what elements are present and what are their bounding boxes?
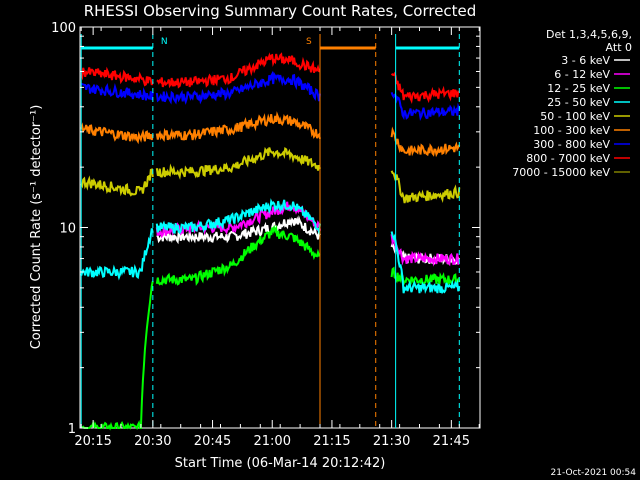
y-axis-label: Corrected Count Rate (s⁻¹ detector⁻¹): [29, 105, 44, 350]
x-tick-label: 21:15: [313, 434, 350, 449]
series-line-5: [80, 111, 461, 158]
annotation-label: S: [306, 37, 312, 47]
series-line-7: [80, 52, 460, 104]
legend-entry-label: 6 - 12 keV: [554, 68, 610, 81]
x-tick-label: 20:15: [74, 434, 111, 449]
x-tick-label: 21:30: [373, 434, 410, 449]
x-tick-label: 20:30: [134, 434, 171, 449]
legend-entry-label: 100 - 300 keV: [533, 124, 610, 137]
x-tick-label: 21:00: [254, 434, 291, 449]
y-tick-label: 10: [59, 222, 76, 237]
legend-header: Det 1,3,4,5,6,9,: [546, 28, 632, 41]
axes: 1 10 100 20:15 20:30 20:45 21:00 21:15 21:30 21:4…: [51, 21, 480, 449]
series-line-6: [81, 70, 461, 121]
x-tick-label: 20:45: [194, 434, 231, 449]
y-tick-label: 100: [51, 21, 76, 36]
chart-title: RHESSI Observing Summary Count Rates, Co…: [84, 2, 477, 20]
legend-entry-label: 12 - 25 keV: [547, 82, 610, 95]
annotation-label: N: [161, 37, 168, 47]
x-tick-label: 21:45: [433, 434, 470, 449]
x-axis-label: Start Time (06-Mar-14 20:12:42): [175, 456, 386, 471]
legend-entry-label: 50 - 100 keV: [540, 110, 610, 123]
series-line-3: [80, 198, 461, 295]
y-tick-label: 1: [68, 422, 76, 437]
legend-header: Att 0: [606, 41, 632, 54]
legend-entry-label: 7000 - 15000 keV: [512, 166, 610, 179]
timestamp: 21-Oct-2021 00:54: [551, 468, 637, 478]
legend-entry-label: 25 - 50 keV: [547, 96, 610, 109]
legend-entry-label: 800 - 7000 keV: [526, 152, 610, 165]
legend-entry-label: 300 - 800 keV: [533, 138, 610, 151]
legend-entry-label: 3 - 6 keV: [561, 54, 610, 67]
series-line-4: [80, 146, 461, 204]
